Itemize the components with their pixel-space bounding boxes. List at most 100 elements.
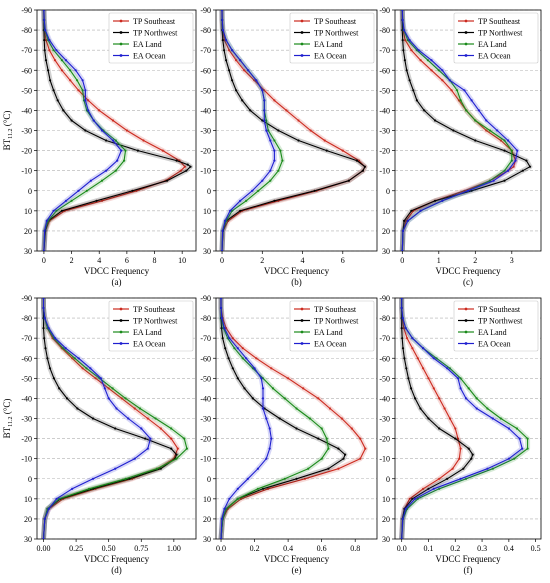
y-tick-label: 30: [382, 247, 390, 256]
data-point: [437, 69, 440, 72]
data-point: [62, 109, 65, 112]
y-tick-label: -70: [21, 334, 32, 343]
data-point: [146, 417, 149, 420]
legend-marker: [464, 342, 468, 345]
data-point: [239, 199, 242, 202]
data-point: [434, 199, 437, 202]
x-tick-label: 0.5: [531, 544, 541, 553]
data-point: [526, 447, 529, 450]
data-point: [85, 367, 88, 370]
data-point: [105, 139, 108, 142]
y-tick-label: 20: [382, 227, 390, 236]
data-point: [464, 477, 468, 480]
data-point: [243, 387, 246, 390]
y-tick-label: -70: [379, 46, 390, 55]
data-point: [261, 407, 265, 410]
data-point: [256, 467, 259, 470]
x-tick-label: 10: [178, 256, 186, 265]
data-point: [245, 199, 248, 202]
data-point: [503, 169, 506, 172]
legend-label: EA Land: [133, 40, 162, 49]
data-point: [513, 457, 516, 460]
x-tick-label: 2: [473, 256, 477, 265]
x-tick-label: 0.2: [450, 544, 460, 553]
data-point: [64, 199, 68, 202]
data-point: [120, 397, 123, 400]
data-point: [107, 387, 110, 390]
data-point: [183, 165, 186, 168]
y-tick-label: 30: [24, 247, 32, 256]
y-tick-label: -80: [200, 314, 211, 323]
data-point: [422, 347, 425, 350]
y-tick-label: 0: [386, 475, 390, 484]
data-point: [116, 159, 119, 162]
y-tick-label: -50: [379, 86, 390, 95]
data-point: [307, 467, 310, 470]
data-point: [283, 477, 286, 480]
data-point: [77, 189, 80, 192]
data-point: [91, 477, 95, 480]
legend-box: [453, 300, 539, 352]
data-point: [402, 327, 405, 330]
data-point: [99, 377, 102, 380]
data-point: [295, 427, 298, 430]
data-point: [64, 59, 68, 62]
data-point: [525, 159, 528, 162]
data-point: [408, 79, 411, 82]
x-tick-label: 8: [153, 256, 157, 265]
data-point: [225, 59, 228, 62]
data-point: [149, 437, 152, 440]
data-point: [77, 357, 80, 360]
data-point: [273, 159, 276, 162]
data-point: [503, 139, 506, 142]
data-point: [114, 427, 117, 430]
data-point: [427, 377, 430, 380]
panel-label: (b): [291, 277, 302, 287]
data-point: [426, 59, 429, 62]
y-tick-label: 30: [203, 535, 211, 544]
legend-marker: [119, 54, 123, 57]
x-tick-label: 0: [400, 256, 404, 265]
y-tick-label: -10: [379, 167, 390, 176]
data-point: [416, 357, 419, 360]
data-point: [470, 457, 473, 460]
data-point: [407, 377, 410, 380]
data-point: [359, 457, 362, 460]
data-point: [44, 39, 48, 42]
data-point: [347, 179, 350, 182]
data-point: [427, 417, 430, 420]
legend-marker: [300, 31, 304, 34]
data-point: [465, 109, 468, 112]
data-point: [452, 129, 455, 132]
data-point: [70, 199, 73, 202]
data-point: [111, 387, 114, 390]
data-point: [406, 219, 409, 222]
panel-label: (d): [111, 565, 122, 575]
data-point: [56, 99, 59, 102]
legend-label: EA Ocean: [478, 52, 511, 61]
data-point: [430, 69, 433, 72]
data-point: [441, 79, 444, 82]
data-point: [317, 437, 320, 440]
data-point: [58, 387, 61, 390]
data-point: [265, 129, 268, 132]
y-tick-label: -40: [21, 394, 32, 403]
x-tick-label: 0.75: [134, 544, 148, 553]
data-point: [220, 10, 224, 12]
data-point: [231, 367, 234, 370]
data-point: [441, 199, 444, 202]
data-point: [401, 229, 405, 232]
data-point: [161, 149, 164, 152]
data-point: [52, 49, 55, 52]
data-point: [74, 69, 77, 72]
y-tick-label: -30: [21, 415, 32, 424]
legend-marker: [300, 42, 304, 46]
data-point: [236, 487, 239, 490]
data-point: [485, 119, 488, 122]
legend-label: TP Southeast: [478, 305, 521, 314]
data-point: [488, 179, 491, 182]
data-point: [438, 397, 441, 400]
data-point: [263, 89, 266, 92]
data-point: [427, 487, 430, 490]
